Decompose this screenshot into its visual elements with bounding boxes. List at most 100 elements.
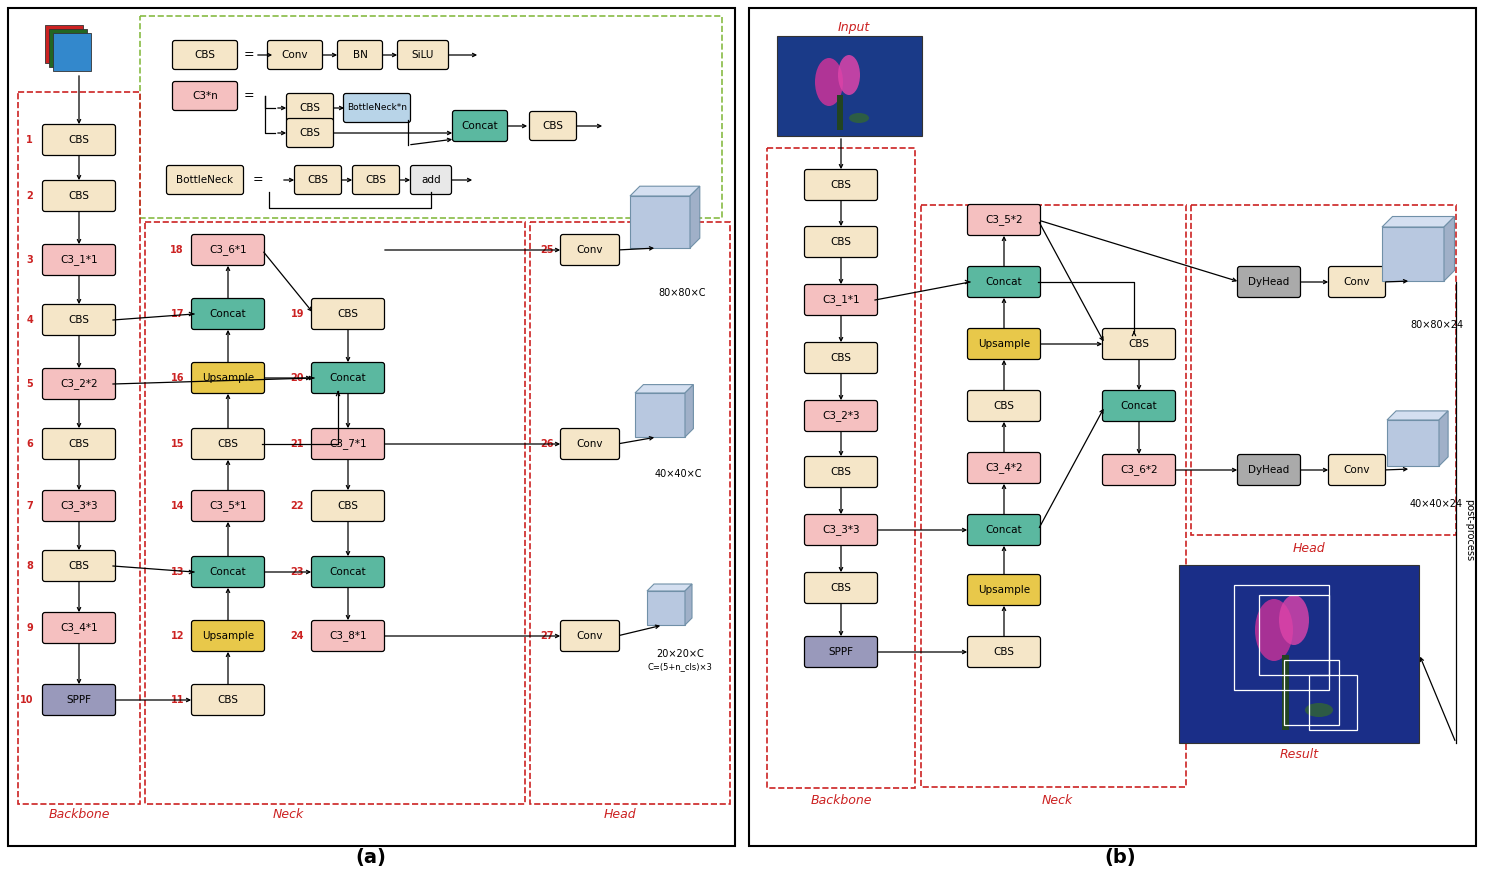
- Text: Head: Head: [604, 808, 637, 822]
- Text: CBS: CBS: [299, 103, 320, 113]
- FancyBboxPatch shape: [192, 684, 265, 716]
- Text: CBS: CBS: [543, 121, 564, 131]
- Text: 80×80×C: 80×80×C: [658, 288, 705, 298]
- Bar: [1190, 205, 1455, 535]
- Text: Concat: Concat: [985, 525, 1022, 535]
- FancyBboxPatch shape: [311, 363, 384, 393]
- FancyBboxPatch shape: [805, 400, 878, 432]
- FancyBboxPatch shape: [1103, 391, 1176, 421]
- Text: 40×40×24: 40×40×24: [1409, 499, 1463, 509]
- Text: 1: 1: [27, 135, 33, 145]
- Text: 22: 22: [290, 501, 304, 511]
- Polygon shape: [1387, 411, 1448, 420]
- Bar: [836, 95, 844, 130]
- Text: Neck: Neck: [1042, 794, 1073, 807]
- Text: Conv: Conv: [577, 245, 603, 255]
- Text: CBS: CBS: [366, 175, 387, 185]
- FancyBboxPatch shape: [353, 165, 399, 195]
- Text: Upsample: Upsample: [978, 339, 1030, 349]
- Text: 26: 26: [540, 439, 554, 449]
- FancyBboxPatch shape: [167, 165, 244, 195]
- Text: 11: 11: [171, 695, 185, 705]
- FancyBboxPatch shape: [967, 515, 1040, 545]
- Text: =: =: [244, 48, 254, 61]
- Text: CBS: CBS: [830, 353, 851, 363]
- FancyBboxPatch shape: [967, 205, 1040, 235]
- Polygon shape: [1382, 217, 1454, 227]
- Text: 19: 19: [290, 309, 304, 319]
- Text: Upsample: Upsample: [202, 631, 254, 641]
- FancyBboxPatch shape: [173, 81, 238, 110]
- FancyBboxPatch shape: [43, 369, 116, 399]
- FancyBboxPatch shape: [43, 490, 116, 522]
- Text: 4: 4: [27, 315, 33, 325]
- Text: 27: 27: [540, 631, 554, 641]
- FancyBboxPatch shape: [805, 572, 878, 604]
- Text: CBS: CBS: [299, 128, 320, 138]
- Bar: [748, 8, 1476, 846]
- Bar: [629, 196, 690, 248]
- Text: Upsample: Upsample: [202, 373, 254, 383]
- Text: Concat: Concat: [210, 567, 247, 577]
- Text: SPPF: SPPF: [829, 647, 854, 657]
- Bar: [140, 16, 722, 218]
- Text: CBS: CBS: [830, 583, 851, 593]
- Polygon shape: [647, 584, 692, 591]
- Text: C3_1*1: C3_1*1: [60, 254, 98, 266]
- FancyBboxPatch shape: [192, 299, 265, 329]
- Text: C=(5+n_cls)×3: C=(5+n_cls)×3: [647, 662, 713, 671]
- Text: 24: 24: [290, 631, 304, 641]
- FancyBboxPatch shape: [173, 40, 238, 70]
- FancyBboxPatch shape: [1238, 267, 1301, 297]
- Bar: [921, 205, 1186, 787]
- Text: C3_2*3: C3_2*3: [823, 411, 860, 421]
- FancyBboxPatch shape: [43, 613, 116, 643]
- Text: BottleNeck*n: BottleNeck*n: [347, 103, 408, 113]
- FancyBboxPatch shape: [967, 391, 1040, 421]
- Text: CBS: CBS: [830, 237, 851, 247]
- Text: 23: 23: [290, 567, 304, 577]
- Text: post-process: post-process: [1464, 499, 1475, 561]
- Text: CBS: CBS: [1128, 339, 1150, 349]
- Text: 2: 2: [27, 191, 33, 201]
- FancyBboxPatch shape: [967, 453, 1040, 483]
- FancyBboxPatch shape: [397, 40, 448, 70]
- Text: SPPF: SPPF: [67, 695, 91, 705]
- Bar: [49, 29, 86, 67]
- Text: C3_4*2: C3_4*2: [985, 462, 1022, 474]
- Text: 20×20×C: 20×20×C: [656, 649, 704, 659]
- Ellipse shape: [1305, 703, 1333, 717]
- Text: Conv: Conv: [577, 631, 603, 641]
- FancyBboxPatch shape: [805, 170, 878, 200]
- Text: CBS: CBS: [308, 175, 329, 185]
- Text: DyHead: DyHead: [1248, 277, 1290, 287]
- Ellipse shape: [850, 113, 869, 123]
- Text: C3_3*3: C3_3*3: [823, 524, 860, 536]
- Text: Concat: Concat: [330, 373, 366, 383]
- Text: add: add: [421, 175, 440, 185]
- FancyBboxPatch shape: [805, 456, 878, 488]
- Text: (a): (a): [356, 849, 387, 868]
- Ellipse shape: [815, 58, 844, 106]
- Text: Neck: Neck: [272, 808, 304, 822]
- Text: C3_3*3: C3_3*3: [60, 501, 98, 511]
- FancyBboxPatch shape: [967, 636, 1040, 668]
- FancyBboxPatch shape: [268, 40, 323, 70]
- Bar: [144, 222, 525, 804]
- Text: 9: 9: [27, 623, 33, 633]
- Text: CBS: CBS: [994, 401, 1015, 411]
- Text: =: =: [244, 89, 254, 102]
- Bar: [45, 25, 83, 63]
- Ellipse shape: [1254, 599, 1293, 661]
- Text: C3_5*2: C3_5*2: [985, 214, 1022, 225]
- Text: Head: Head: [1293, 542, 1326, 554]
- Text: Conv: Conv: [1344, 465, 1370, 475]
- FancyBboxPatch shape: [43, 245, 116, 275]
- Text: C3_4*1: C3_4*1: [60, 622, 98, 634]
- FancyBboxPatch shape: [192, 428, 265, 460]
- Text: 12: 12: [171, 631, 185, 641]
- FancyBboxPatch shape: [452, 110, 507, 142]
- Text: Concat: Concat: [1120, 401, 1158, 411]
- Text: DyHead: DyHead: [1248, 465, 1290, 475]
- Text: C3_2*2: C3_2*2: [60, 378, 98, 390]
